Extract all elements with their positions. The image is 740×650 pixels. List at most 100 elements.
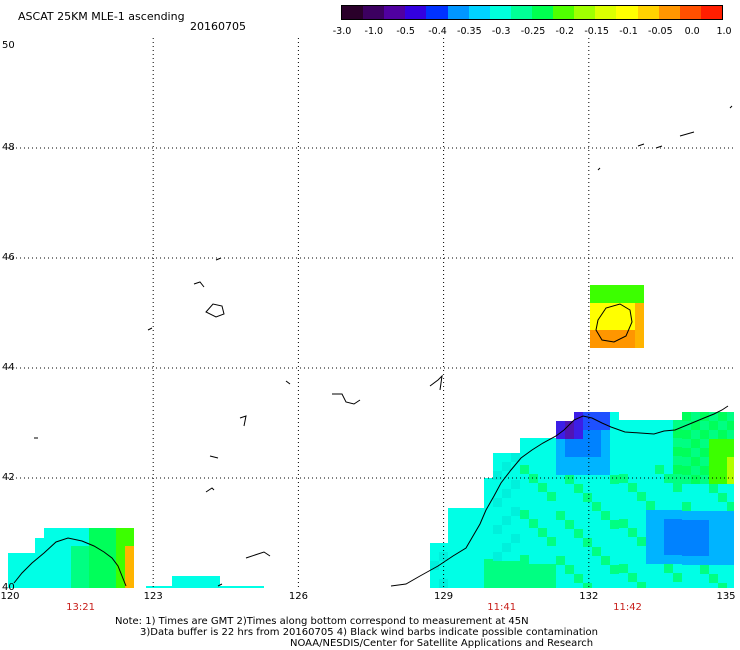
swath-cell [619, 537, 628, 546]
swath-cell [700, 520, 709, 529]
swath-cell [709, 457, 718, 466]
swath-cell [628, 456, 637, 465]
swath-cell [466, 553, 475, 562]
swath-cell [718, 574, 727, 583]
swath-cell [583, 439, 592, 448]
swath-cell [673, 528, 682, 537]
swath-cell [574, 475, 583, 484]
swath-cell [590, 303, 599, 312]
swath-cell [583, 547, 592, 556]
swath-cell [628, 510, 637, 519]
swath-cell [502, 489, 511, 498]
swath-cell [727, 502, 734, 511]
swath-cell [547, 456, 556, 465]
swath-cell [538, 510, 547, 519]
lake-6 [332, 393, 361, 405]
swath-cell [655, 474, 664, 483]
swath-cell [107, 564, 116, 573]
color-scale-swatch [658, 6, 680, 19]
swath-cell [89, 546, 98, 555]
swath-cell [17, 580, 26, 588]
latitude-label: 48 [2, 142, 15, 153]
coastline [13, 105, 733, 587]
swath-cell [520, 528, 529, 537]
swath-cell [457, 535, 466, 544]
swath-cell [430, 552, 439, 561]
lake-13 [217, 583, 223, 587]
swath-cell [556, 565, 565, 574]
swath-cell [700, 502, 709, 511]
color-scale-swatch [553, 6, 575, 19]
swath-cell [430, 570, 439, 579]
swath-cell [529, 519, 538, 528]
swath-cell [116, 528, 125, 537]
swath-cell [709, 520, 718, 529]
swath-cell [80, 564, 89, 573]
swath-cell [601, 520, 610, 529]
swath-cell [727, 412, 734, 421]
swath-cell [718, 538, 727, 547]
swath-cell [610, 556, 619, 565]
swath-cell [520, 582, 529, 588]
swath-cell [673, 510, 682, 519]
swath-cell [116, 546, 125, 555]
lake-1 [205, 303, 225, 318]
swath-cell [466, 526, 475, 535]
swath-cell [538, 546, 547, 555]
swath-cell [691, 439, 700, 448]
swath-cell [592, 547, 601, 556]
swath-cell [664, 519, 673, 528]
swath-cell [601, 502, 610, 511]
swath-cell [727, 565, 734, 574]
swath-cell [592, 475, 601, 484]
swath-cell [619, 492, 628, 501]
swath-cell [520, 537, 529, 546]
swath-cell [673, 501, 682, 510]
swath-cell [610, 457, 619, 466]
swath-cell [637, 528, 646, 537]
color-scale-label: -0.25 [520, 26, 546, 37]
swath-cell [511, 489, 520, 498]
swath-cell [601, 412, 610, 421]
swath-cell [682, 538, 691, 547]
swath-cell [673, 465, 682, 474]
swath-cell [457, 544, 466, 553]
color-scale-swatch [700, 6, 722, 19]
swath-cell [637, 465, 646, 474]
swath-cell [520, 546, 529, 555]
swath-cell [502, 561, 511, 570]
swath-cell [574, 430, 583, 439]
swath-cell [44, 573, 53, 582]
swath-cell [601, 448, 610, 457]
swath-cell [493, 471, 502, 480]
lake-12 [245, 551, 271, 559]
swath-cell [520, 564, 529, 573]
swath-cell [637, 474, 646, 483]
swath-cell [520, 519, 529, 528]
swath-cell [608, 330, 617, 339]
swath-cell [664, 492, 673, 501]
swath-cell [466, 508, 475, 517]
swath-cell [448, 508, 457, 517]
swath-cell [655, 456, 664, 465]
swath-cell [691, 493, 700, 502]
swath-cell [574, 583, 583, 588]
swath-cell [53, 528, 62, 537]
swath-cell [646, 447, 655, 456]
swath-cell [484, 577, 493, 586]
swath-cell [592, 583, 601, 588]
swath-cell [44, 582, 53, 588]
swath-cell [511, 516, 520, 525]
swath-cell [556, 448, 565, 457]
swath-cell [673, 573, 682, 582]
map-plot [8, 38, 734, 588]
swath-cell [98, 582, 107, 588]
swath-cell [635, 330, 644, 339]
footnote-line-1: Note: 1) Times are GMT 2)Times along bot… [115, 616, 529, 627]
swath-cell [673, 447, 682, 456]
swath-cell [125, 564, 134, 573]
swath-cell [646, 420, 655, 429]
swath-cell [493, 453, 502, 462]
swath-cell [529, 438, 538, 447]
swath-cell [700, 448, 709, 457]
